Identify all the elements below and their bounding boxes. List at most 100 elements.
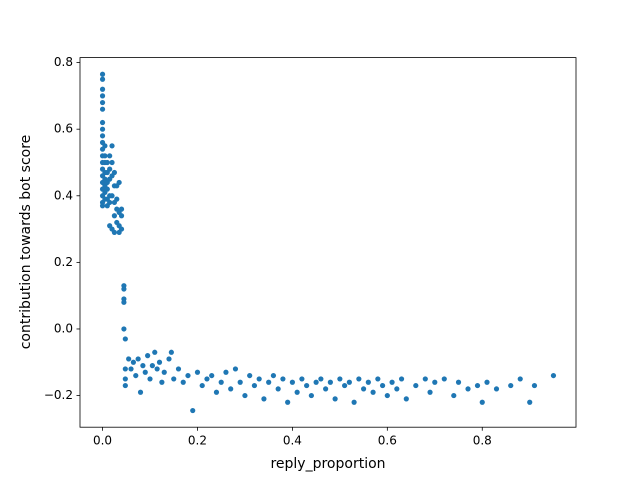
point [99,133,106,139]
point [149,363,155,369]
point [194,369,201,375]
point [375,376,381,382]
point [135,356,141,362]
point [204,376,210,382]
point [474,382,481,389]
point [121,299,127,305]
point [413,382,419,389]
point [517,376,523,382]
point [122,376,128,382]
point [323,386,329,392]
point [104,159,110,166]
point [190,407,196,414]
y-tick-label: 0.2 [54,255,73,269]
y-tick-label: 0.0 [54,321,73,335]
point [130,359,136,365]
point [280,376,286,382]
point [332,396,338,402]
point [493,386,500,392]
point [166,356,172,362]
plot-frame [79,57,577,428]
y-tick-label: 0.8 [54,55,73,69]
point [109,159,115,166]
point [304,382,310,389]
x-axis-label: reply_proportion [270,456,385,472]
point [351,399,357,405]
point [403,396,409,402]
point [102,153,108,159]
point [294,389,300,395]
point [121,326,127,332]
point [185,372,191,379]
point [398,376,405,382]
point [114,196,120,202]
point [111,213,118,219]
point [175,366,182,372]
point [299,376,305,382]
point [261,396,267,402]
x-tick-label: 0.6 [378,434,397,448]
point [152,349,158,355]
point [527,399,533,405]
point [109,143,115,149]
point [99,126,106,132]
point [180,379,186,385]
point [99,76,106,82]
point [427,389,433,395]
point [102,143,108,149]
point [327,379,333,385]
point [145,353,151,359]
point [111,229,118,236]
x-tick-label: 0.4 [283,434,302,448]
point [270,372,277,379]
point [356,376,362,382]
point [122,382,128,389]
point [142,369,148,375]
point [441,376,447,382]
point [508,382,514,389]
point [109,193,115,199]
point [365,379,371,385]
point [484,379,490,385]
point [251,382,258,389]
point [451,392,457,399]
point [99,71,106,77]
point [337,376,343,382]
point [107,153,113,159]
x-tick-label: 0.2 [188,434,207,448]
point [242,392,248,399]
y-tick-label: 0.4 [54,188,73,202]
point [140,363,146,369]
point [531,382,538,389]
point [223,369,229,375]
point [360,386,367,392]
point [118,206,125,212]
y-axis-label: contribution towards bot score [18,135,34,350]
point [370,389,376,395]
point [465,386,471,392]
point [122,366,128,372]
point [266,379,272,385]
point [147,376,153,382]
point [171,376,177,382]
point [308,392,314,399]
point [275,386,281,392]
point [154,366,160,372]
y-tick-label: −0.2 [44,388,73,402]
point [209,372,215,379]
point [128,366,134,372]
point [99,203,106,209]
point [99,99,106,106]
point [389,379,395,385]
point [159,379,165,385]
point [479,399,485,405]
point [289,379,296,385]
point [118,213,125,219]
point [346,379,352,385]
point [313,379,319,385]
point [199,382,205,389]
point [118,226,125,232]
point [161,369,167,375]
point [99,86,106,92]
